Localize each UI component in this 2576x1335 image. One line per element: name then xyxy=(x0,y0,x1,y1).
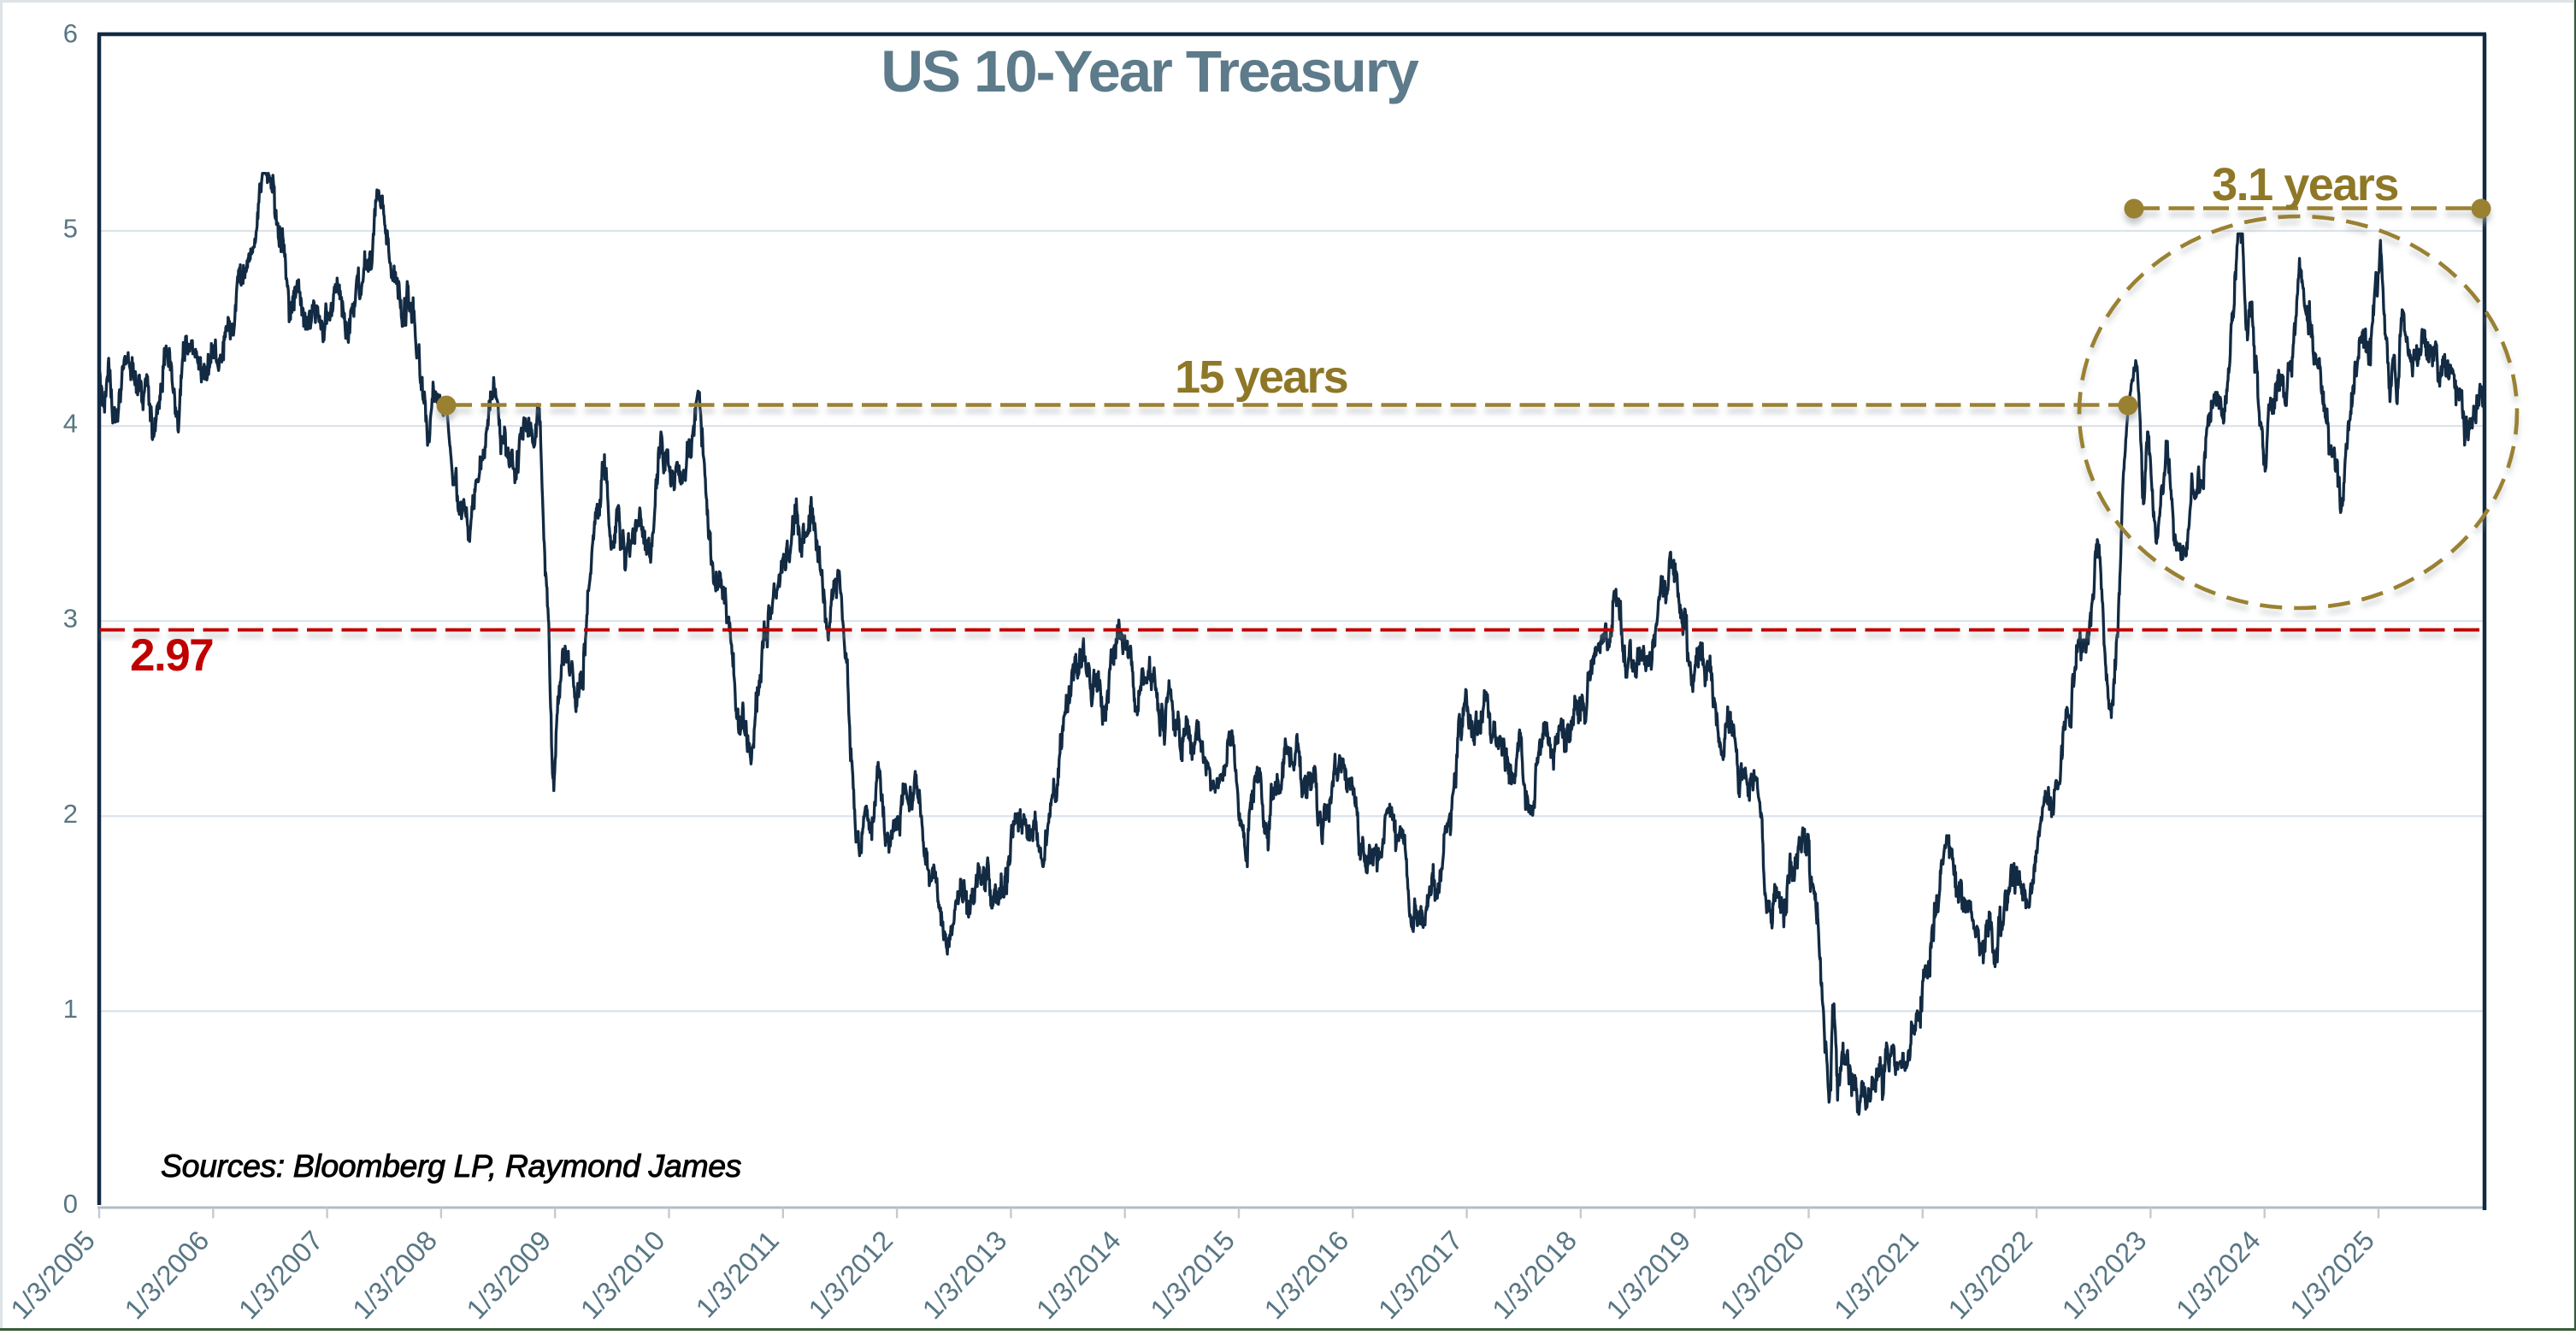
svg-text:15 years: 15 years xyxy=(1175,351,1347,403)
svg-text:0: 0 xyxy=(63,1189,78,1219)
svg-text:6: 6 xyxy=(63,18,78,48)
svg-text:3.1 years: 3.1 years xyxy=(2212,159,2398,210)
svg-text:3: 3 xyxy=(63,604,78,634)
svg-text:5: 5 xyxy=(63,214,78,244)
svg-text:US 10-Year Treasury: US 10-Year Treasury xyxy=(881,38,1418,104)
svg-text:1: 1 xyxy=(63,994,78,1024)
svg-text:2: 2 xyxy=(63,799,78,829)
svg-text:4: 4 xyxy=(63,409,78,439)
svg-text:2.97: 2.97 xyxy=(130,630,213,681)
svg-text:Sources: Bloomberg LP, Raymond: Sources: Bloomberg LP, Raymond James xyxy=(161,1148,741,1184)
